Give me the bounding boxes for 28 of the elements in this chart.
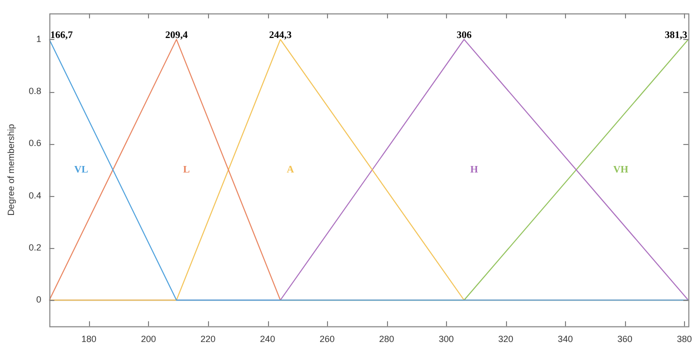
series-label: VL (74, 164, 89, 176)
x-tick-label: 200 (140, 334, 156, 344)
y-axis-title: Degree of membership (6, 124, 16, 216)
x-tick-label: 220 (200, 334, 216, 344)
y-tick-label: 0.2 (28, 242, 42, 252)
x-tick-label: 320 (498, 334, 514, 344)
y-tick-label: 0 (36, 294, 42, 305)
text: A (286, 164, 295, 176)
y-tick-label: 0.6 (28, 138, 42, 148)
x-tick-label: 300 (438, 334, 454, 344)
x-tick-label: 180 (81, 334, 96, 344)
annotation: 166,7 (50, 30, 73, 42)
text: H (470, 164, 478, 176)
text: VH (613, 164, 629, 176)
x-tick-label: 280 (379, 334, 394, 344)
y-tick-label: 0.4 (28, 190, 42, 200)
x-tick-label: 240 (260, 334, 276, 344)
annotation: 306 (456, 30, 472, 42)
y-tick-label: 0.8 (28, 86, 42, 96)
annotation: 209,4 (165, 30, 188, 42)
text: L (183, 164, 190, 176)
annotation: 381,3 (664, 30, 688, 42)
x-tick-label: 340 (558, 334, 573, 344)
x-tick-label: 360 (617, 334, 632, 344)
annotation: 244,3 (269, 30, 292, 42)
x-tick-label: 380 (676, 334, 692, 344)
x-tick-label: 260 (320, 334, 335, 344)
y-tick-label: 1 (36, 34, 42, 44)
